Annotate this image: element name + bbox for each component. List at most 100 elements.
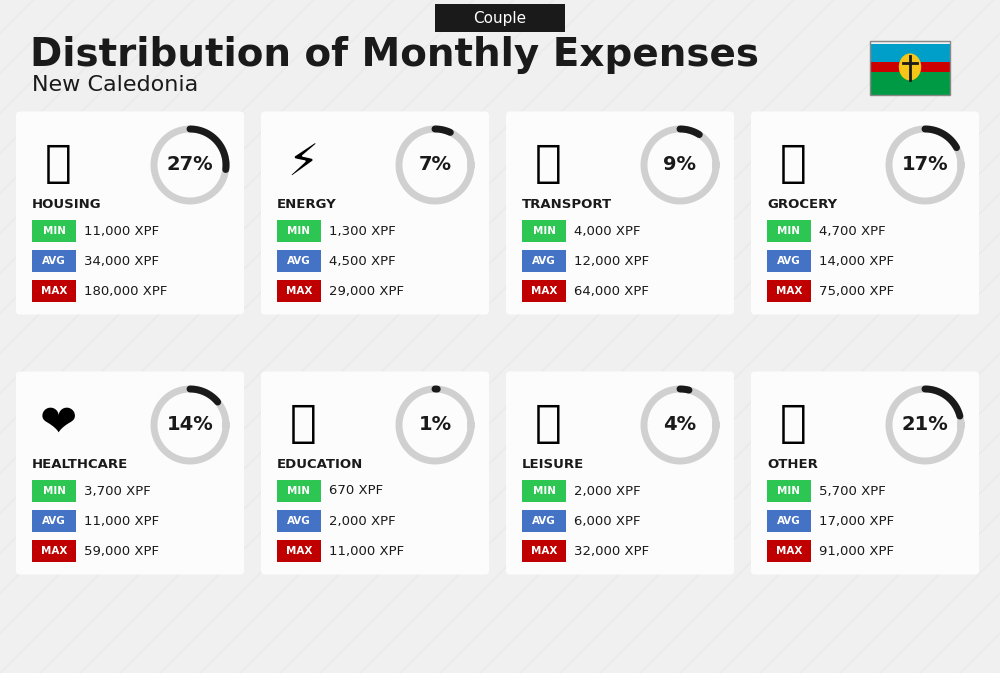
Text: 9%: 9% xyxy=(664,155,696,174)
Text: 5,700 XPF: 5,700 XPF xyxy=(819,485,886,497)
Text: MAX: MAX xyxy=(776,546,802,556)
FancyBboxPatch shape xyxy=(522,540,566,562)
FancyBboxPatch shape xyxy=(16,112,244,314)
Text: 6,000 XPF: 6,000 XPF xyxy=(574,514,640,528)
Text: AVG: AVG xyxy=(287,516,311,526)
Text: 3,700 XPF: 3,700 XPF xyxy=(84,485,151,497)
Text: MIN: MIN xyxy=(288,486,310,496)
Text: MIN: MIN xyxy=(288,226,310,236)
FancyBboxPatch shape xyxy=(261,112,489,314)
FancyBboxPatch shape xyxy=(506,371,734,575)
FancyBboxPatch shape xyxy=(751,112,979,314)
Text: 1%: 1% xyxy=(418,415,452,435)
Text: 11,000 XPF: 11,000 XPF xyxy=(84,514,159,528)
FancyBboxPatch shape xyxy=(32,510,76,532)
Text: 🏢: 🏢 xyxy=(45,141,71,184)
Text: AVG: AVG xyxy=(777,256,801,266)
FancyBboxPatch shape xyxy=(277,220,321,242)
Text: 4,700 XPF: 4,700 XPF xyxy=(819,225,886,238)
FancyBboxPatch shape xyxy=(870,44,950,63)
Text: HEALTHCARE: HEALTHCARE xyxy=(32,458,128,472)
Text: 🛒: 🛒 xyxy=(780,141,806,184)
Text: 180,000 XPF: 180,000 XPF xyxy=(84,285,167,297)
Text: HOUSING: HOUSING xyxy=(32,199,102,211)
Text: EDUCATION: EDUCATION xyxy=(277,458,363,472)
Text: 17,000 XPF: 17,000 XPF xyxy=(819,514,894,528)
Text: GROCERY: GROCERY xyxy=(767,199,837,211)
Text: AVG: AVG xyxy=(42,256,66,266)
FancyBboxPatch shape xyxy=(767,220,811,242)
Text: OTHER: OTHER xyxy=(767,458,818,472)
FancyBboxPatch shape xyxy=(767,250,811,272)
Text: 4,500 XPF: 4,500 XPF xyxy=(329,254,396,267)
Text: MAX: MAX xyxy=(286,546,312,556)
FancyBboxPatch shape xyxy=(767,280,811,302)
Text: 75,000 XPF: 75,000 XPF xyxy=(819,285,894,297)
Text: MAX: MAX xyxy=(776,286,802,296)
Text: 7%: 7% xyxy=(418,155,452,174)
Text: 11,000 XPF: 11,000 XPF xyxy=(84,225,159,238)
Text: AVG: AVG xyxy=(287,256,311,266)
FancyBboxPatch shape xyxy=(16,371,244,575)
FancyBboxPatch shape xyxy=(32,280,76,302)
Text: 29,000 XPF: 29,000 XPF xyxy=(329,285,404,297)
Text: New Caledonia: New Caledonia xyxy=(32,75,198,95)
Text: 2,000 XPF: 2,000 XPF xyxy=(574,485,641,497)
Text: 32,000 XPF: 32,000 XPF xyxy=(574,544,649,557)
Text: Distribution of Monthly Expenses: Distribution of Monthly Expenses xyxy=(30,36,759,74)
Ellipse shape xyxy=(899,53,921,80)
FancyBboxPatch shape xyxy=(870,61,950,73)
Text: ENERGY: ENERGY xyxy=(277,199,337,211)
Text: MAX: MAX xyxy=(41,286,67,296)
FancyBboxPatch shape xyxy=(261,371,489,575)
Text: LEISURE: LEISURE xyxy=(522,458,584,472)
Text: MAX: MAX xyxy=(531,286,557,296)
Text: MIN: MIN xyxy=(778,226,800,236)
Text: 4%: 4% xyxy=(663,415,697,435)
Text: 2,000 XPF: 2,000 XPF xyxy=(329,514,396,528)
FancyBboxPatch shape xyxy=(522,280,566,302)
FancyBboxPatch shape xyxy=(277,510,321,532)
Text: 14%: 14% xyxy=(167,415,213,435)
Text: 1,300 XPF: 1,300 XPF xyxy=(329,225,396,238)
Text: 670 XPF: 670 XPF xyxy=(329,485,383,497)
FancyBboxPatch shape xyxy=(751,371,979,575)
Text: 27%: 27% xyxy=(167,155,213,174)
Text: 4,000 XPF: 4,000 XPF xyxy=(574,225,640,238)
Text: 17%: 17% xyxy=(902,155,948,174)
Text: MAX: MAX xyxy=(41,546,67,556)
Text: 59,000 XPF: 59,000 XPF xyxy=(84,544,159,557)
FancyBboxPatch shape xyxy=(522,510,566,532)
FancyBboxPatch shape xyxy=(32,480,76,502)
Text: 👛: 👛 xyxy=(780,402,806,444)
FancyBboxPatch shape xyxy=(277,280,321,302)
Text: MIN: MIN xyxy=(532,226,556,236)
FancyBboxPatch shape xyxy=(277,250,321,272)
FancyBboxPatch shape xyxy=(870,72,950,95)
FancyBboxPatch shape xyxy=(32,220,76,242)
Text: 🛍: 🛍 xyxy=(535,402,561,444)
Text: MIN: MIN xyxy=(532,486,556,496)
Text: ⚡: ⚡ xyxy=(287,141,319,184)
Text: MAX: MAX xyxy=(286,286,312,296)
FancyBboxPatch shape xyxy=(767,510,811,532)
Text: 🎓: 🎓 xyxy=(290,402,316,444)
Text: MAX: MAX xyxy=(531,546,557,556)
Text: ❤: ❤ xyxy=(39,402,77,444)
Text: MIN: MIN xyxy=(778,486,800,496)
Text: AVG: AVG xyxy=(42,516,66,526)
FancyBboxPatch shape xyxy=(32,540,76,562)
FancyBboxPatch shape xyxy=(522,480,566,502)
Text: 11,000 XPF: 11,000 XPF xyxy=(329,544,404,557)
Text: 64,000 XPF: 64,000 XPF xyxy=(574,285,649,297)
Text: 91,000 XPF: 91,000 XPF xyxy=(819,544,894,557)
FancyBboxPatch shape xyxy=(522,250,566,272)
Text: 12,000 XPF: 12,000 XPF xyxy=(574,254,649,267)
FancyBboxPatch shape xyxy=(506,112,734,314)
FancyBboxPatch shape xyxy=(522,220,566,242)
Text: 14,000 XPF: 14,000 XPF xyxy=(819,254,894,267)
FancyBboxPatch shape xyxy=(32,250,76,272)
FancyBboxPatch shape xyxy=(277,480,321,502)
Text: TRANSPORT: TRANSPORT xyxy=(522,199,612,211)
Text: Couple: Couple xyxy=(473,11,527,26)
